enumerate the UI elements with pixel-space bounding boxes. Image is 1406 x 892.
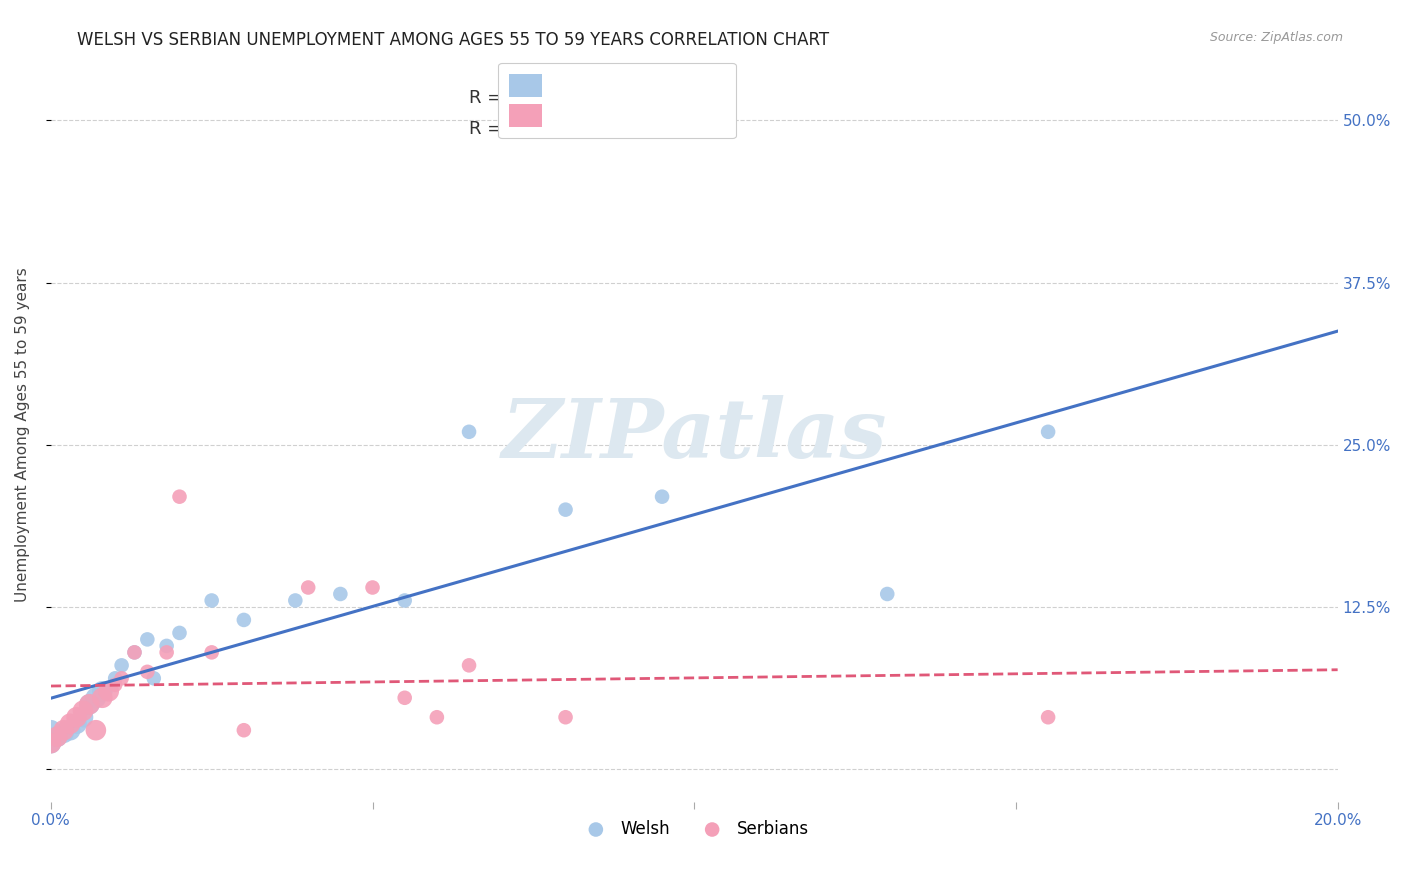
Point [65,710,87,724]
Point [91,684,114,698]
Point [97,684,120,698]
Point [84,723,107,738]
Text: N =: N = [583,120,636,137]
Point [1036,425,1059,439]
Text: N =: N = [583,89,636,107]
Point [52,723,75,738]
Point [156,639,179,653]
Point [169,626,191,640]
Point [458,658,481,673]
Point [554,502,576,516]
Point [232,723,254,738]
Point [79,698,101,712]
Point [142,671,165,685]
Point [651,490,673,504]
Text: Source: ZipAtlas.com: Source: ZipAtlas.com [1209,31,1343,45]
Point [124,645,146,659]
Point [46,730,69,744]
Text: 0.115: 0.115 [512,120,562,137]
Point [361,581,384,595]
Point [65,716,87,731]
Text: ZIPatlas: ZIPatlas [502,395,887,475]
Point [284,593,307,607]
Text: WELSH VS SERBIAN UNEMPLOYMENT AMONG AGES 55 TO 59 YEARS CORRELATION CHART: WELSH VS SERBIAN UNEMPLOYMENT AMONG AGES… [77,31,830,49]
Point [110,671,132,685]
Point [84,690,107,705]
Legend: Welsh, Serbians: Welsh, Serbians [572,814,815,845]
Point [156,645,179,659]
Point [232,613,254,627]
Text: 25: 25 [633,120,655,137]
Point [1036,710,1059,724]
Point [169,490,191,504]
Point [110,658,132,673]
Point [39,723,62,738]
Point [52,726,75,740]
Point [59,723,82,738]
Point [394,690,416,705]
Text: R =: R = [470,89,508,107]
Point [124,645,146,659]
Point [554,710,576,724]
Point [426,710,449,724]
Point [79,698,101,712]
Point [39,736,62,750]
Point [297,581,319,595]
Text: R =: R = [470,120,513,137]
Point [458,425,481,439]
Point [46,730,69,744]
Point [104,678,127,692]
Point [72,704,94,718]
Point [91,690,114,705]
Point [201,645,224,659]
Point [201,593,224,607]
Point [104,671,127,685]
Point [59,716,82,731]
Point [394,593,416,607]
Point [72,710,94,724]
Point [136,632,159,647]
Point [876,587,898,601]
Y-axis label: Unemployment Among Ages 55 to 59 years: Unemployment Among Ages 55 to 59 years [15,268,30,602]
Point [136,665,159,679]
Text: 27: 27 [633,89,655,107]
Point [329,587,352,601]
Point [39,736,62,750]
Text: 0.686: 0.686 [512,89,562,107]
